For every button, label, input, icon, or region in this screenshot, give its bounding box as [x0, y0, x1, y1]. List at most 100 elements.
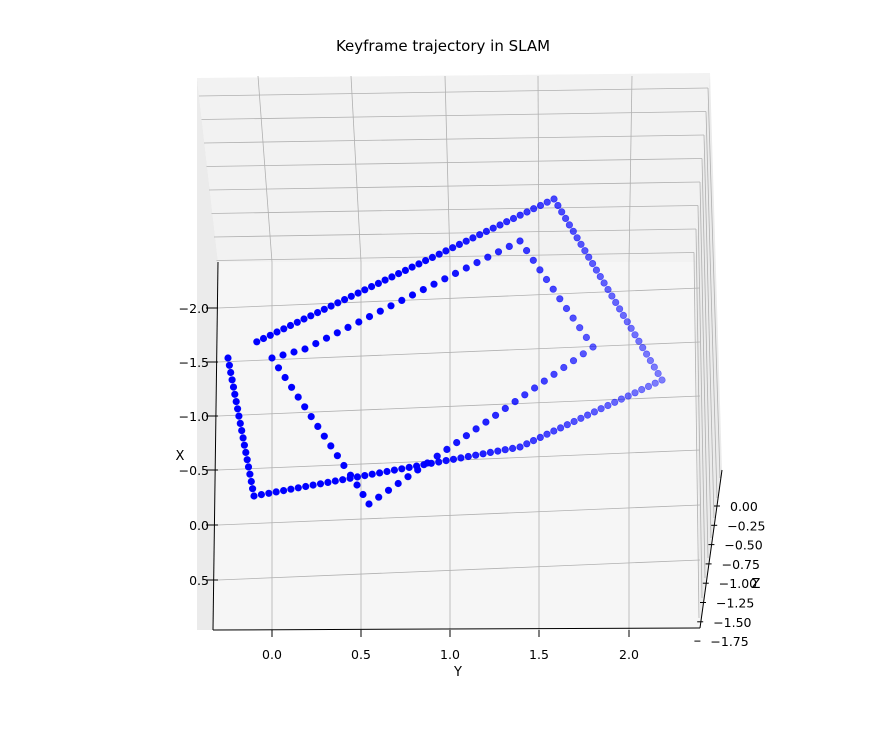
grid-line	[693, 252, 700, 619]
trajectory-point	[415, 260, 423, 268]
trajectory-point	[494, 447, 502, 455]
trajectory-point	[604, 285, 612, 294]
trajectory-point	[257, 491, 266, 499]
trajectory-point	[238, 427, 246, 435]
trajectory-point	[472, 451, 480, 459]
trajectory-point	[536, 266, 544, 274]
z-axis-label: Z	[752, 577, 761, 592]
trajectory-point	[619, 311, 628, 320]
trajectory-point	[320, 305, 328, 313]
trajectory-point	[340, 461, 348, 470]
right-pane	[695, 73, 722, 628]
trajectory-point	[408, 291, 417, 299]
trajectory-point	[384, 486, 393, 494]
trajectory-point	[469, 234, 477, 242]
trajectory-point	[543, 430, 551, 438]
trajectory-point	[428, 253, 437, 261]
trajectory-point	[623, 318, 631, 326]
trajectory-point	[280, 325, 288, 333]
trajectory-point	[301, 403, 309, 411]
trajectory-point	[347, 292, 355, 300]
left-pane	[197, 78, 218, 630]
trajectory-point	[577, 240, 585, 248]
trajectory-point	[374, 279, 383, 288]
trajectory-point	[627, 324, 635, 332]
chart-title: Keyframe trajectory in SLAM	[336, 37, 550, 55]
trajectory-point	[224, 354, 232, 362]
trajectory-point	[322, 334, 331, 342]
trajectory-point	[361, 472, 369, 480]
trajectory-point	[280, 487, 288, 495]
grid-line	[695, 228, 703, 599]
trajectory-point	[443, 445, 451, 454]
z-tick-label: −1.50	[713, 615, 751, 630]
grid-line	[206, 158, 703, 167]
trajectory-point	[314, 422, 322, 431]
trajectory-point	[312, 340, 320, 348]
x-tick-label: 0.0	[189, 518, 209, 533]
trajectory-point	[650, 363, 658, 371]
trajectory-point	[473, 259, 481, 267]
z-tick-label: −1.00	[719, 576, 757, 591]
trajectory-point	[508, 444, 517, 453]
trajectory-point	[242, 448, 250, 457]
trajectory-point	[565, 221, 574, 229]
grid-line	[537, 75, 540, 263]
trajectory-point	[556, 295, 564, 303]
trajectory-point	[316, 480, 325, 488]
trajectory-point	[314, 309, 322, 317]
trajectory-point	[401, 266, 410, 275]
trajectory-point	[496, 221, 504, 229]
trajectory-point	[404, 473, 412, 481]
trajectory-point	[302, 482, 310, 491]
trajectory-point	[576, 324, 584, 332]
trajectory-point	[346, 471, 355, 479]
trajectory-point	[320, 432, 328, 440]
trajectory-point	[561, 214, 570, 222]
trajectory-point	[354, 289, 362, 297]
trajectory-point	[398, 465, 406, 473]
grid-line	[198, 87, 709, 97]
trajectory-point	[570, 417, 578, 426]
trajectory-point	[583, 411, 592, 419]
trajectory-point	[376, 307, 384, 315]
trajectory-point	[247, 477, 255, 486]
trajectory-point	[642, 350, 651, 358]
trajectory-point	[272, 488, 280, 496]
trajectory-point	[268, 354, 276, 362]
grid-line	[350, 75, 362, 263]
trajectory-point	[430, 280, 438, 288]
y-axis-label: Y	[453, 665, 462, 680]
z-axis-line	[699, 469, 723, 629]
trajectory-point	[592, 266, 601, 274]
trajectory-point	[286, 321, 295, 330]
trajectory-point	[558, 208, 566, 216]
trajectory-point	[387, 302, 395, 310]
trajectory-point	[234, 405, 242, 413]
grid-line	[216, 252, 695, 261]
trajectory-point	[381, 276, 389, 284]
trajectory-point	[631, 331, 639, 339]
trajectory-point	[324, 478, 332, 487]
x-axis-line	[212, 261, 219, 631]
trajectory-point	[501, 446, 509, 454]
grid-line	[213, 228, 697, 238]
trajectory-point	[249, 485, 257, 493]
trajectory-point	[353, 473, 362, 481]
trajectory-point	[288, 383, 296, 391]
trajectory-point	[569, 227, 577, 235]
trajectory-point	[577, 414, 585, 422]
trajectory-point	[390, 466, 399, 474]
trajectory-point	[259, 334, 268, 343]
trajectory-point	[395, 270, 403, 278]
grid-line	[628, 75, 633, 263]
trajectory-point	[511, 398, 519, 406]
trajectory-point	[638, 386, 646, 394]
trajectory-point	[658, 376, 666, 384]
trajectory-point	[509, 214, 518, 223]
grid-line	[217, 504, 701, 526]
trajectory-point	[368, 283, 376, 291]
trajectory-point	[307, 413, 315, 421]
trajectory-point	[383, 467, 391, 476]
y-tick-label: 2.0	[619, 647, 639, 662]
